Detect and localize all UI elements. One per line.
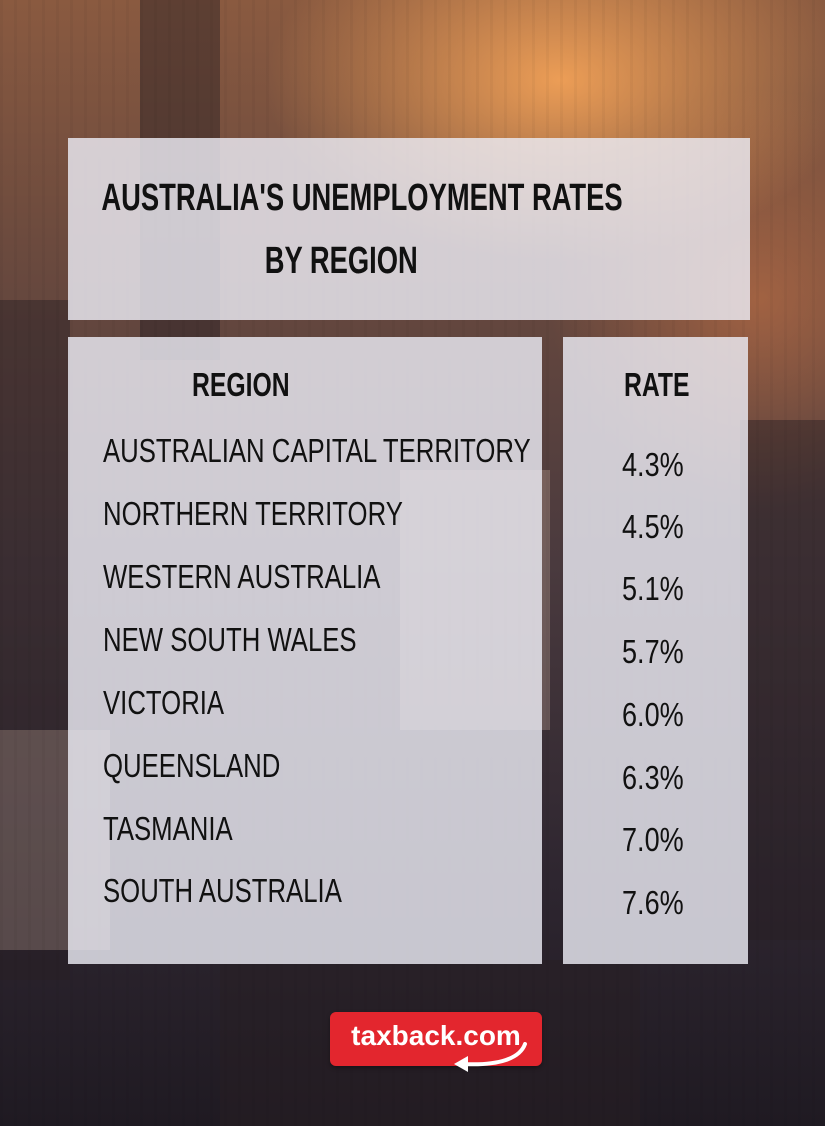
page-title-line-2: BY REGION	[264, 240, 418, 282]
region-name: NEW SOUTH WALES	[103, 621, 357, 658]
title-panel	[68, 138, 750, 320]
region-rate: 7.6%	[622, 884, 684, 921]
region-name: WESTERN AUSTRALIA	[103, 558, 381, 595]
logo-text: taxback.com	[351, 1020, 521, 1051]
taxback-logo[interactable]: taxback.com	[330, 1012, 542, 1072]
region-name: AUSTRALIAN CAPITAL TERRITORY	[103, 432, 531, 469]
rate-column-panel	[563, 337, 748, 964]
region-name: VICTORIA	[103, 684, 225, 721]
column-header-rate: RATE	[624, 366, 690, 403]
region-rate: 5.7%	[622, 633, 684, 670]
swoosh-arrow-icon	[454, 1042, 527, 1072]
region-rate: 4.3%	[622, 446, 684, 483]
region-rate: 6.3%	[622, 759, 684, 796]
background-building	[0, 300, 70, 980]
background-building	[740, 420, 825, 940]
logo-badge	[330, 1012, 542, 1066]
region-column-panel	[68, 337, 542, 964]
column-header-region: REGION	[192, 366, 290, 403]
region-name: QUEENSLAND	[103, 747, 281, 784]
region-rate: 7.0%	[622, 821, 684, 858]
region-name: SOUTH AUSTRALIA	[103, 872, 342, 909]
region-name: NORTHERN TERRITORY	[103, 495, 403, 532]
region-rate: 6.0%	[622, 696, 684, 733]
region-name: TASMANIA	[103, 810, 233, 847]
region-rate: 5.1%	[622, 570, 684, 607]
region-rate: 4.5%	[622, 508, 684, 545]
page-title-line-1: AUSTRALIA'S UNEMPLOYMENT RATES	[101, 177, 623, 219]
